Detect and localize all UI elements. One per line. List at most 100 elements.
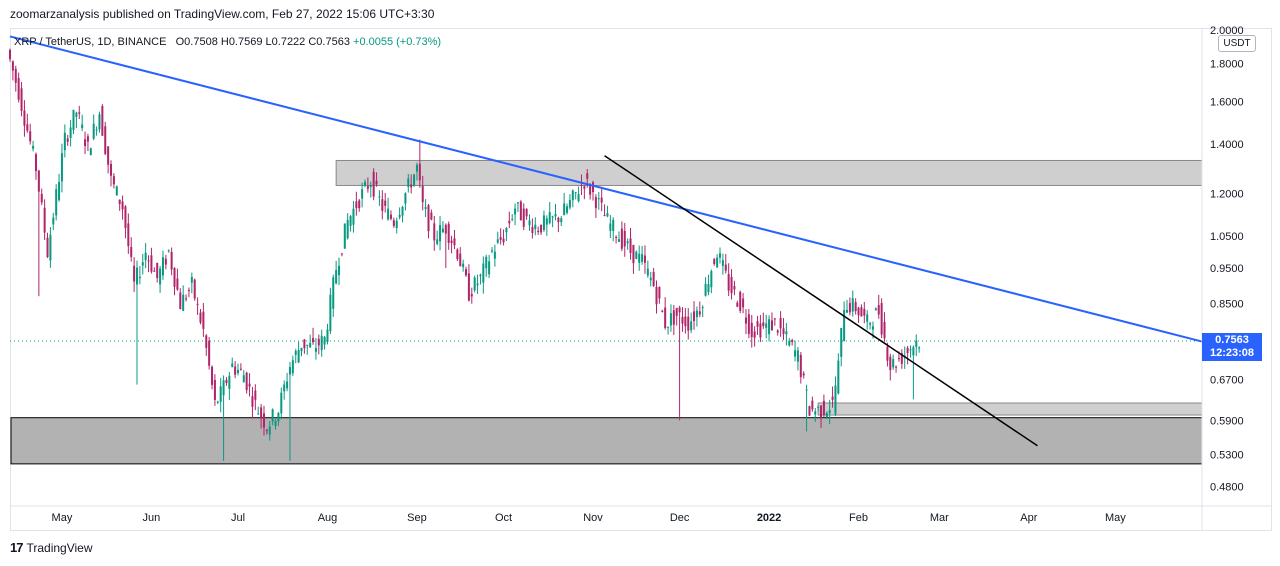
candle-body — [701, 307, 704, 309]
candle-body — [695, 310, 698, 318]
x-tick-label: May — [1105, 512, 1126, 524]
candle-body — [485, 256, 488, 269]
x-tick-label: Apr — [1020, 512, 1037, 524]
candle-body — [895, 366, 898, 368]
candle-body — [837, 360, 840, 394]
candle-body — [352, 208, 355, 225]
x-tick-label: Jul — [231, 512, 245, 524]
y-tick-label: 1.4000 — [1210, 139, 1244, 151]
candle-body — [410, 184, 413, 188]
candle-body — [880, 303, 883, 335]
candle-body — [254, 390, 257, 400]
candle-body — [537, 230, 540, 232]
x-tick-label: Jun — [143, 512, 161, 524]
tradingview-brand: TradingView — [26, 540, 93, 555]
candle-body — [791, 339, 794, 343]
candle-body — [43, 207, 46, 233]
candle-body — [713, 259, 716, 265]
candle-body — [508, 220, 511, 224]
candle-body — [626, 241, 629, 244]
candle-body — [340, 253, 343, 255]
candle-body — [58, 182, 61, 201]
candle-body — [124, 206, 127, 229]
candle-body — [721, 260, 724, 266]
candle-body — [98, 114, 101, 130]
candle-body — [571, 190, 574, 201]
candle-body — [545, 218, 548, 225]
candle-body — [8, 49, 12, 60]
candle-body — [615, 236, 618, 238]
candle-body — [335, 270, 338, 284]
candle-body — [577, 194, 580, 202]
candle-body — [92, 123, 95, 139]
candle-body — [470, 294, 473, 297]
candle-body — [672, 310, 675, 325]
candle-body — [623, 230, 626, 247]
candle-body — [95, 129, 98, 131]
candle-body — [632, 245, 635, 264]
candle-body — [245, 372, 248, 391]
candle-body — [742, 298, 745, 308]
candle-body — [866, 314, 869, 322]
candle-body — [753, 331, 756, 338]
candle-body — [473, 277, 476, 291]
candle-body — [638, 253, 641, 263]
candle-body — [551, 216, 554, 218]
candle-body — [889, 356, 892, 371]
candle-body — [906, 347, 909, 354]
candle-body — [589, 185, 592, 195]
candle-body — [17, 78, 20, 100]
candle-body — [799, 354, 802, 378]
candle-body — [496, 239, 499, 243]
candle-body — [863, 308, 866, 316]
candle-body — [900, 353, 903, 364]
candle-body — [707, 284, 710, 293]
candle-body — [418, 163, 421, 181]
currency-button[interactable]: USDT — [1218, 35, 1256, 52]
candle-body — [208, 340, 211, 366]
tradingview-footer[interactable]: 17 TradingView — [10, 540, 93, 555]
candle-body — [739, 291, 742, 311]
candle-body — [465, 269, 468, 276]
candle-body — [312, 338, 315, 343]
candle-body — [854, 302, 857, 312]
candle-body — [14, 68, 17, 83]
candle-body — [66, 138, 69, 142]
candle-body — [502, 238, 505, 243]
candle-body — [81, 124, 84, 129]
candle-body — [675, 308, 678, 316]
candle-body — [317, 338, 320, 346]
candle-body — [187, 290, 190, 292]
candle-body — [817, 406, 820, 408]
candle-body — [499, 237, 502, 240]
chart-frame — [10, 28, 1272, 531]
candle-body — [173, 267, 176, 287]
candle-body — [288, 367, 291, 375]
candle-body — [375, 180, 378, 185]
candle-body — [309, 343, 312, 348]
candle-body — [583, 186, 586, 189]
candle-body — [883, 321, 886, 339]
candle-body — [46, 237, 49, 258]
candle-body — [211, 366, 214, 385]
candle-body — [433, 223, 436, 241]
candle-body — [710, 271, 713, 288]
candle-body — [144, 252, 147, 261]
low-value: L0.7222 — [265, 36, 306, 48]
candle-body — [441, 228, 444, 233]
candle-body — [72, 109, 75, 131]
candle-body — [69, 127, 72, 139]
candle-body — [150, 255, 153, 272]
candle-body — [219, 386, 222, 402]
candle-body — [436, 239, 439, 244]
candle-body — [548, 212, 551, 224]
candle-body — [404, 193, 407, 204]
candle-body — [202, 311, 205, 329]
candle-body — [427, 205, 430, 232]
tradingview-logo-icon: 17 — [10, 540, 24, 555]
candle-body — [724, 264, 727, 271]
candle-body — [190, 276, 193, 283]
candle-body — [167, 250, 170, 252]
candle-body — [877, 305, 880, 315]
